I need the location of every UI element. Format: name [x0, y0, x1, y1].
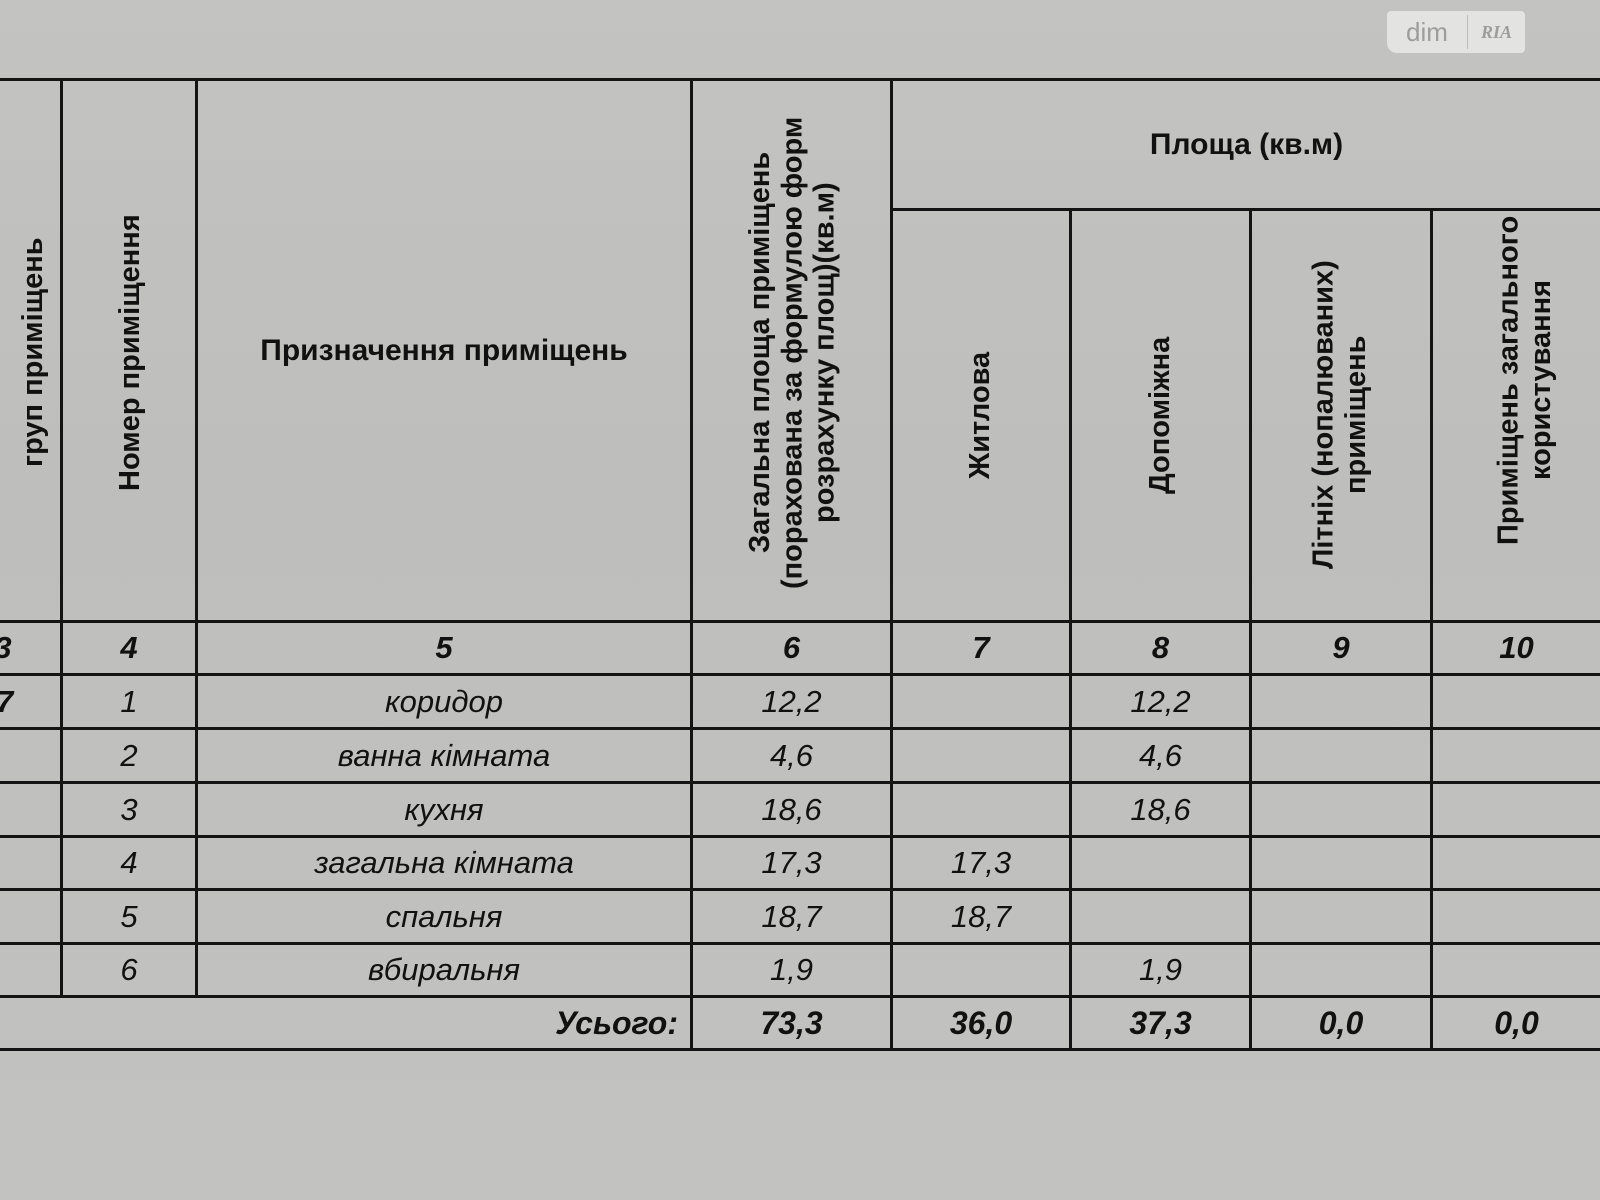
room-number: 3	[120, 791, 138, 827]
totals-auxiliary-area: 37,3	[1129, 1004, 1192, 1041]
room-living-area: 18,7	[950, 898, 1012, 934]
column-number: 5	[435, 630, 453, 665]
header-room-purpose: Призначення приміщень	[260, 333, 628, 367]
totals-total-area: 73,3	[760, 1004, 823, 1041]
room-number: 4	[120, 845, 138, 880]
area-group-divider	[893, 208, 1600, 211]
column-divider	[1249, 208, 1252, 1050]
column-number: 4	[120, 630, 138, 665]
room-auxiliary-area: 18,6	[1130, 791, 1191, 827]
room-living-area	[893, 730, 1069, 781]
room-total-area: 18,7	[761, 898, 822, 934]
column-number: 6	[782, 630, 801, 665]
column-divider	[60, 78, 63, 996]
totals-label: Усього:	[555, 1004, 678, 1041]
watermark-dim-text: dim	[1406, 16, 1448, 47]
room-number: 1	[120, 683, 138, 719]
totals-living-area: 36,0	[949, 1004, 1013, 1041]
header-auxiliary-area: Допоміжна	[1143, 336, 1176, 494]
header-area-group: Площа (кв.м)	[1149, 127, 1344, 161]
room-living-area: 17,3	[950, 845, 1012, 880]
totals-summer-area: 0,0	[1318, 1004, 1364, 1041]
table-bottom-border	[0, 1048, 1600, 1051]
room-total-area: 18,6	[761, 791, 822, 827]
watermark-divider	[1467, 15, 1468, 49]
room-number: 5	[120, 898, 138, 934]
column-divider	[890, 78, 893, 1050]
room-number: 6	[120, 952, 138, 987]
table-top-border	[0, 78, 1600, 81]
header-room-groups: груп приміщень	[16, 237, 49, 468]
room-purpose: спальня	[385, 898, 503, 934]
room-living-area	[893, 784, 1069, 835]
column-number: 9	[1332, 630, 1350, 665]
column-divider	[195, 78, 198, 996]
header-total-area: Загальна площа приміщень (порахована за …	[743, 116, 841, 589]
room-auxiliary-area	[1072, 838, 1249, 888]
column-divider	[1069, 208, 1072, 1050]
room-total-area: 12,2	[761, 683, 822, 719]
ria-logo-icon: RIA	[1480, 21, 1513, 42]
column-number: 3	[0, 623, 20, 673]
group-number: 77	[0, 676, 20, 727]
row-divider	[0, 942, 1600, 945]
column-divider	[690, 78, 693, 1050]
room-total-area: 1,9	[769, 952, 814, 987]
row-divider	[0, 727, 1600, 730]
room-purpose: вбиральня	[367, 952, 521, 987]
room-living-area	[893, 945, 1069, 995]
room-total-area: 17,3	[761, 845, 822, 880]
room-purpose: коридор	[385, 683, 503, 719]
row-divider	[0, 888, 1600, 891]
header-common-rooms: Приміщень загального користування	[1492, 215, 1557, 545]
row-divider	[0, 995, 1600, 998]
column-number: 8	[1151, 630, 1170, 665]
dimria-watermark: dim RIA	[1387, 11, 1525, 53]
room-auxiliary-area: 12,2	[1130, 683, 1191, 719]
header-bottom-border	[0, 620, 1600, 623]
column-number: 7	[972, 630, 990, 665]
room-purpose: ванна кімната	[337, 737, 551, 773]
totals-common-area: 0,0	[1494, 1004, 1539, 1041]
row-divider	[0, 673, 1600, 676]
column-number: 10	[1499, 630, 1534, 665]
room-purpose: загальна кімната	[314, 845, 574, 880]
row-divider	[0, 781, 1600, 784]
room-living-area	[893, 676, 1069, 727]
room-purpose: кухня	[404, 791, 484, 827]
column-divider	[1430, 208, 1433, 1050]
room-auxiliary-area: 4,6	[1138, 737, 1183, 773]
room-auxiliary-area: 1,9	[1138, 952, 1183, 987]
room-total-area: 4,6	[769, 737, 814, 773]
row-divider	[0, 835, 1600, 838]
room-number: 2	[120, 737, 138, 773]
header-summer-rooms: Літніх (нопалюваних) приміщень	[1307, 260, 1372, 570]
header-room-number: Номер приміщення	[113, 214, 146, 491]
header-living-area: Житлова	[963, 351, 996, 479]
room-auxiliary-area	[1072, 891, 1249, 942]
